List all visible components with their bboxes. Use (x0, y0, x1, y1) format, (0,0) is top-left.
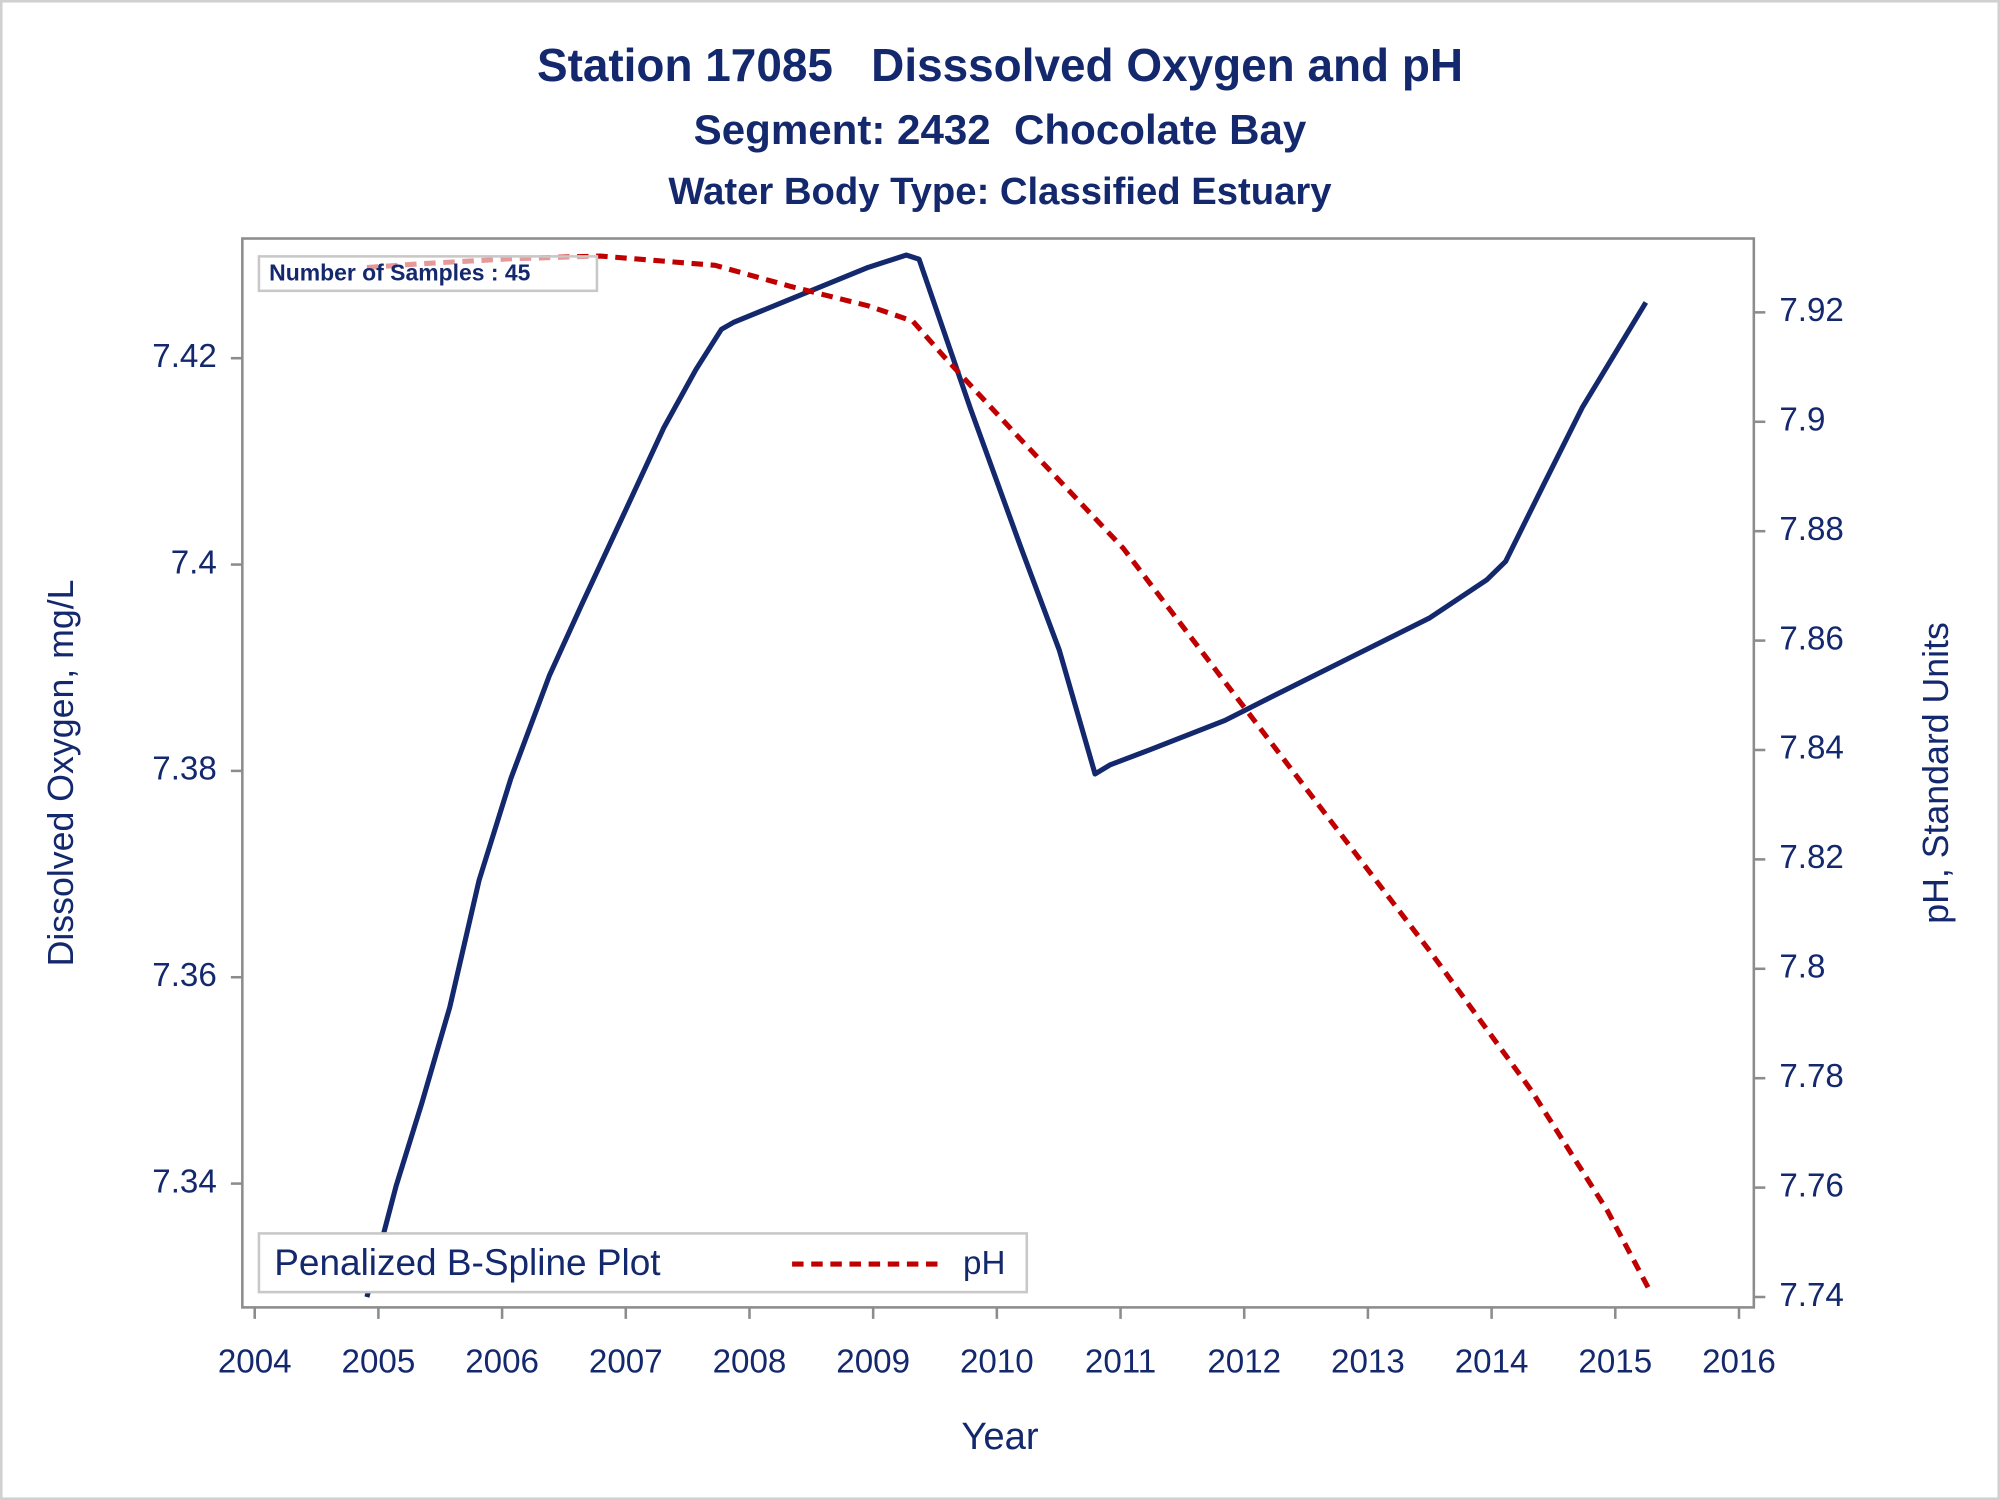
x-axis-label: Year (961, 1415, 1039, 1458)
x-tick-label: 2015 (1578, 1343, 1652, 1380)
ph-line (366, 253, 1652, 1292)
x-tick-label: 2005 (342, 1343, 416, 1380)
y2-axis-label: pH, Standard Units (1916, 622, 1956, 924)
x-tick-label: 2010 (960, 1343, 1034, 1380)
y2-tick-label: 7.8 (1779, 949, 1825, 986)
y2-tick-label: 7.88 (1779, 511, 1844, 548)
y2-tick-label: 7.76 (1779, 1167, 1844, 1204)
annotation-box (257, 255, 599, 293)
x-tick-label: 2007 (589, 1343, 663, 1380)
y2-tick-label: 7.84 (1779, 730, 1844, 767)
y-tick-label: 7.36 (152, 957, 217, 994)
y2-tick-label: 7.9 (1779, 402, 1825, 439)
y2-tick-label: 7.92 (1779, 292, 1844, 329)
y-tick-label: 7.34 (152, 1163, 217, 1200)
y2-tick-label: 7.78 (1779, 1058, 1844, 1095)
chart-subtitle: Segment: 2432 Chocolate Bay (694, 106, 1307, 153)
y-tick-label: 7.38 (152, 751, 217, 788)
x-tick-label: 2012 (1207, 1343, 1281, 1380)
chart-title: Station 17085 Disssolved Oxygen and pH (537, 39, 1463, 91)
x-tick-label: 2004 (218, 1343, 292, 1380)
chart-subtitle: Water Body Type: Classified Estuary (668, 170, 1332, 213)
do-line (364, 252, 1649, 1298)
legend-label: pH (963, 1245, 1005, 1282)
y-tick-label: 7.4 (171, 544, 217, 581)
y-axis-label: Dissolved Oxygen, mg/L (41, 579, 81, 966)
x-tick-label: 2014 (1455, 1343, 1529, 1380)
y-tick-label: 7.42 (152, 338, 217, 375)
legend-title: Penalized B-Spline Plot (274, 1242, 660, 1283)
y2-tick-label: 7.82 (1779, 839, 1844, 876)
x-tick-label: 2011 (1085, 1343, 1156, 1380)
y2-tick-label: 7.86 (1779, 620, 1844, 657)
x-tick-label: 2013 (1331, 1343, 1405, 1380)
x-tick-label: 2006 (465, 1343, 539, 1380)
x-tick-label: 2016 (1702, 1343, 1776, 1380)
y2-tick-label: 7.74 (1779, 1277, 1844, 1314)
x-tick-label: 2008 (713, 1343, 787, 1380)
annotation: Number of Samples : 45 (269, 259, 531, 285)
x-tick-label: 2009 (836, 1343, 910, 1380)
